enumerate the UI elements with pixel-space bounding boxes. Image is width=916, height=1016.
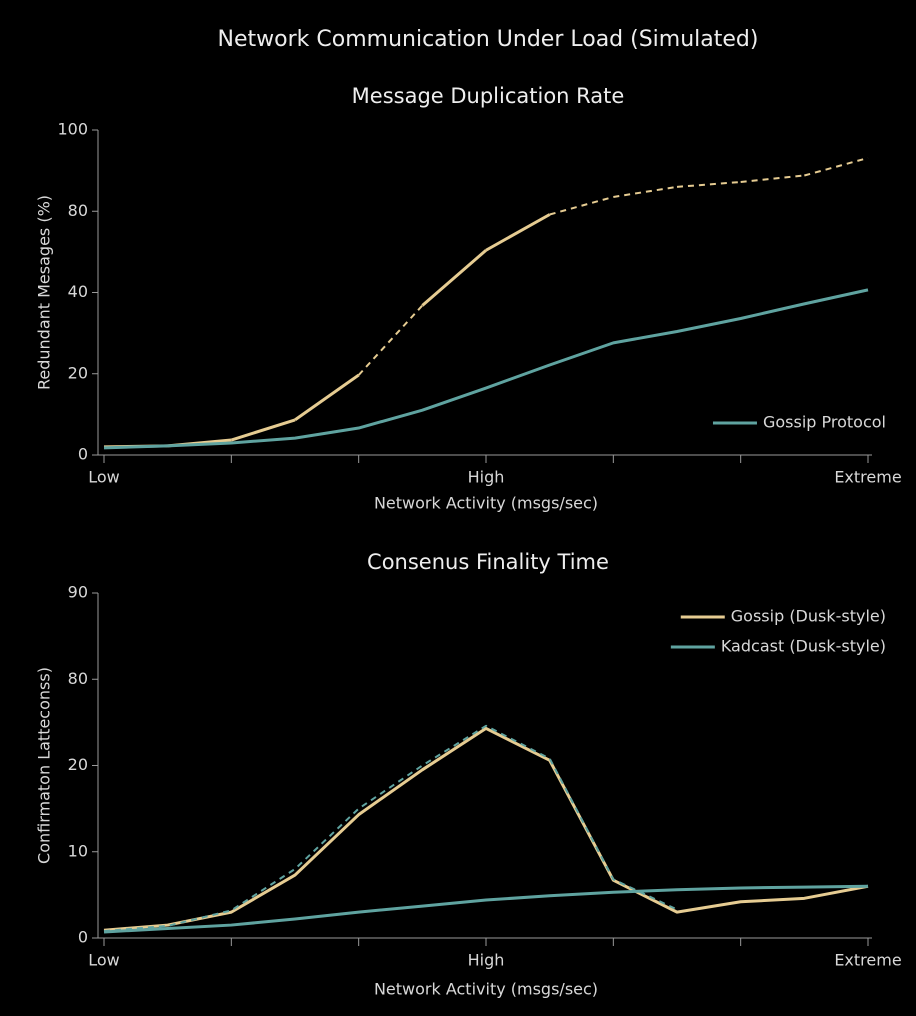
series-line xyxy=(485,213,551,252)
y-tick-label: 40 xyxy=(68,282,88,301)
y-axis-label: Redundant Mesages (%) xyxy=(35,195,54,390)
series-line xyxy=(103,884,869,934)
series-line xyxy=(804,156,869,177)
series-line xyxy=(103,726,869,932)
y-tick-label: 20 xyxy=(68,363,88,382)
series-line xyxy=(103,724,678,933)
x-tick-label: Low xyxy=(88,468,120,487)
series-line xyxy=(676,181,741,188)
legend-label: Gossip Protocol xyxy=(763,413,886,432)
y-tick-label: 20 xyxy=(68,755,88,774)
y-tick-label: 10 xyxy=(68,841,88,860)
x-axis-label: Network Activity (msgs/sec) xyxy=(374,494,598,513)
y-axis-label: Confirmaton Latteconss) xyxy=(35,667,54,864)
series-line xyxy=(230,418,296,442)
subplot-title: Message Duplication Rate xyxy=(352,84,625,108)
x-tick-label: Low xyxy=(88,951,120,970)
series-line xyxy=(421,249,487,307)
y-tick-label: 80 xyxy=(68,669,88,688)
x-axis-label: Network Activity (msgs/sec) xyxy=(374,980,598,999)
x-tick-label: High xyxy=(468,951,505,970)
x-tick-label: Extreme xyxy=(834,468,901,487)
legend-label: Gossip (Dusk-style) xyxy=(731,607,886,626)
y-tick-label: 100 xyxy=(57,120,88,139)
page-title: Network Communication Under Load (Simula… xyxy=(218,27,759,52)
y-tick-label: 80 xyxy=(68,201,88,220)
series-line xyxy=(549,195,614,216)
y-tick-label: 0 xyxy=(78,445,88,464)
x-tick-label: Extreme xyxy=(834,951,901,970)
series-line xyxy=(103,288,869,450)
legend-label: Kadcast (Dusk-style) xyxy=(721,637,886,656)
y-tick-label: 0 xyxy=(78,928,88,947)
x-tick-label: High xyxy=(468,468,505,487)
series-line xyxy=(613,185,678,198)
subplot-title: Consenus Finality Time xyxy=(367,550,609,574)
series-line xyxy=(294,373,360,422)
y-tick-label: 90 xyxy=(68,583,88,602)
series-line xyxy=(740,174,805,183)
series-line xyxy=(357,304,424,376)
